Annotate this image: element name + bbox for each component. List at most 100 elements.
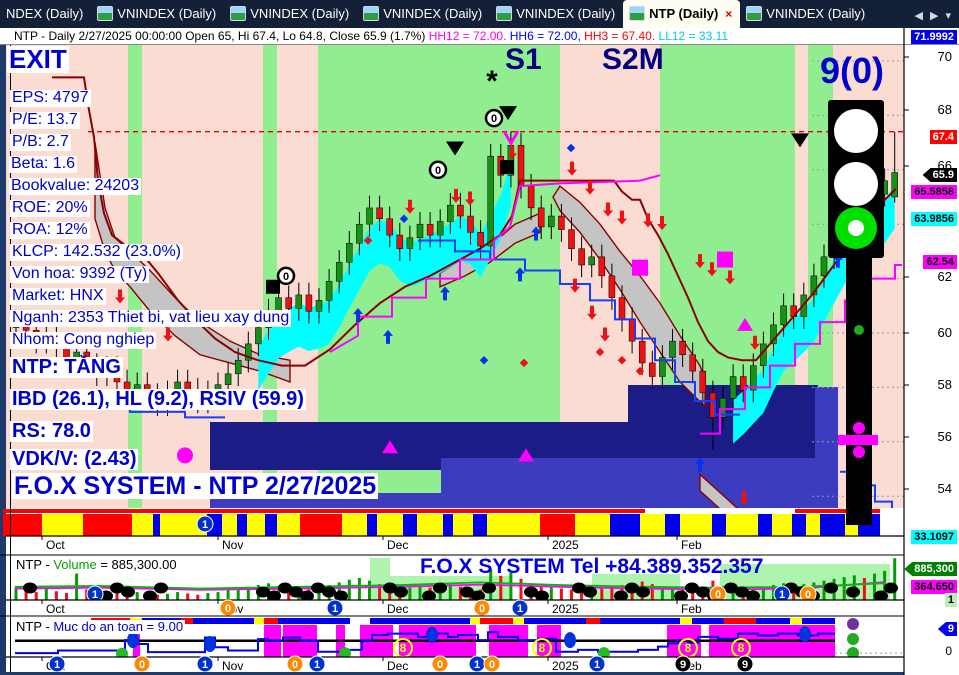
safety-ribbon-segment	[513, 618, 524, 624]
volume-bar	[691, 588, 695, 600]
down-arrow-marker	[750, 335, 760, 350]
signal-ribbon-segment	[610, 514, 640, 536]
safety-eight-text: 8	[400, 641, 407, 655]
down-arrow-marker	[725, 270, 735, 285]
candle-body	[527, 185, 535, 209]
down-arrow-marker	[707, 262, 717, 277]
candle-body	[426, 223, 434, 236]
tab-label: VNINDEX (Daily)	[516, 6, 616, 21]
candle-body	[719, 398, 727, 418]
circled-number-text: 0	[292, 659, 298, 671]
candle-body	[447, 204, 454, 222]
safety-ribbon-segment	[600, 618, 680, 624]
window-bottom-border	[0, 672, 959, 675]
safety-blue-dot	[799, 626, 811, 643]
tab-close-icon[interactable]: ×	[725, 6, 733, 21]
down-arrow-marker	[570, 278, 580, 293]
axis-month-label: Dec	[387, 538, 408, 552]
volume-bar	[408, 587, 412, 600]
candle-body	[669, 340, 676, 358]
safety-blue-dot	[426, 626, 438, 643]
red-diamond-marker	[363, 236, 373, 245]
tab-vnindex-daily-[interactable]: VNINDEX (Daily)	[740, 0, 873, 28]
axis-row-background	[6, 600, 904, 616]
volume-bar	[772, 585, 775, 600]
candle-body	[113, 368, 121, 383]
circled-number-text: 0	[489, 659, 495, 671]
tab-ntp-daily-[interactable]: NTP (Daily) ×	[623, 0, 741, 28]
signal-ribbon-segment	[247, 514, 265, 536]
tab-label: VNINDEX (Daily)	[383, 6, 483, 21]
tab-vnindex-daily-[interactable]: VNINDEX (Daily)	[224, 0, 357, 28]
signal-ribbon-segment	[403, 514, 417, 536]
tab-label: VNINDEX (Daily)	[766, 6, 866, 21]
chart-tab-icon	[363, 6, 380, 21]
safety-tick-label: 0	[945, 644, 952, 658]
down-arrow-marker	[739, 490, 749, 505]
tab-label: NTP (Daily)	[649, 6, 719, 21]
volume-bar	[368, 580, 371, 600]
volume-black-dot	[735, 586, 749, 598]
candle-body	[204, 392, 212, 402]
volume-bar	[559, 588, 563, 600]
safety-ribbon-segment	[524, 618, 586, 624]
signal-ribbon-segment	[160, 514, 207, 536]
signal-ribbon-segment	[726, 514, 758, 536]
volume-black-dot	[278, 582, 292, 594]
signal-ribbon-segment	[3, 514, 42, 536]
tab-vnindex-daily-[interactable]: VNINDEX (Daily)	[490, 0, 623, 28]
candle-body	[416, 223, 424, 239]
ribbon-circled-one	[196, 515, 214, 533]
circled-number-text: 1	[474, 659, 480, 671]
candle-body	[739, 376, 747, 391]
volume-bar	[206, 592, 210, 600]
up-arrow-marker	[440, 286, 450, 301]
down-arrow-marker	[617, 210, 627, 225]
volume-bar	[378, 584, 382, 600]
volume-bar	[166, 593, 169, 600]
axis-month-label: 2025	[552, 659, 579, 673]
tab-label: VNINDEX (Daily)	[250, 6, 350, 21]
title-segment-2: HH6 = 72.00,	[506, 29, 581, 43]
magenta-v-marker	[502, 130, 520, 147]
candle-body	[325, 281, 333, 301]
safety-ribbon-segment	[724, 618, 756, 624]
volume-bar	[893, 558, 897, 600]
candle-body	[133, 384, 141, 394]
volume-bar	[509, 572, 513, 600]
tab-vnindex-daily-[interactable]: VNINDEX (Daily)	[91, 0, 224, 28]
tab-ndex-daily-[interactable]: NDEX (Daily)	[0, 0, 91, 28]
volume-bar	[196, 594, 200, 600]
safety-eight-text: 8	[685, 641, 692, 655]
safety-gutter-dot	[847, 618, 859, 630]
tab-nav-arrows[interactable]: ◀ ▶ ▾	[914, 10, 953, 22]
candle-body	[22, 321, 30, 331]
axis-month-label: 2025	[552, 602, 579, 616]
blue-step-line	[418, 239, 740, 416]
blue-diamond-marker	[479, 355, 489, 365]
signal-ribbon-segment	[265, 514, 277, 536]
circled-number-text: 0	[437, 659, 443, 671]
circled-number-text: 1	[202, 519, 208, 531]
candle-body	[265, 310, 272, 328]
signal-ribbon-segment	[453, 514, 473, 536]
volume-bar	[236, 588, 240, 600]
volume-bar	[155, 594, 159, 600]
candle-body	[780, 305, 787, 326]
tab-vnindex-daily-[interactable]: VNINDEX (Daily)	[357, 0, 490, 28]
signal-ribbon-segment	[540, 514, 575, 536]
up-arrow-marker	[531, 226, 541, 241]
down-arrow-marker	[600, 327, 610, 342]
price-tick-label: 66	[938, 158, 952, 173]
safety-ribbon-segment	[470, 618, 480, 624]
down-arrow-marker	[695, 254, 705, 269]
circled-number-text: 9	[742, 659, 748, 671]
volume-black-dot	[614, 590, 628, 602]
price-tick-label: 58	[938, 377, 952, 392]
candle-body	[578, 248, 585, 266]
signal-ribbon-segment	[487, 514, 540, 536]
volume-black-dot	[154, 582, 168, 594]
volume-black-dot	[383, 582, 397, 594]
safety-blue-dot	[127, 632, 139, 649]
